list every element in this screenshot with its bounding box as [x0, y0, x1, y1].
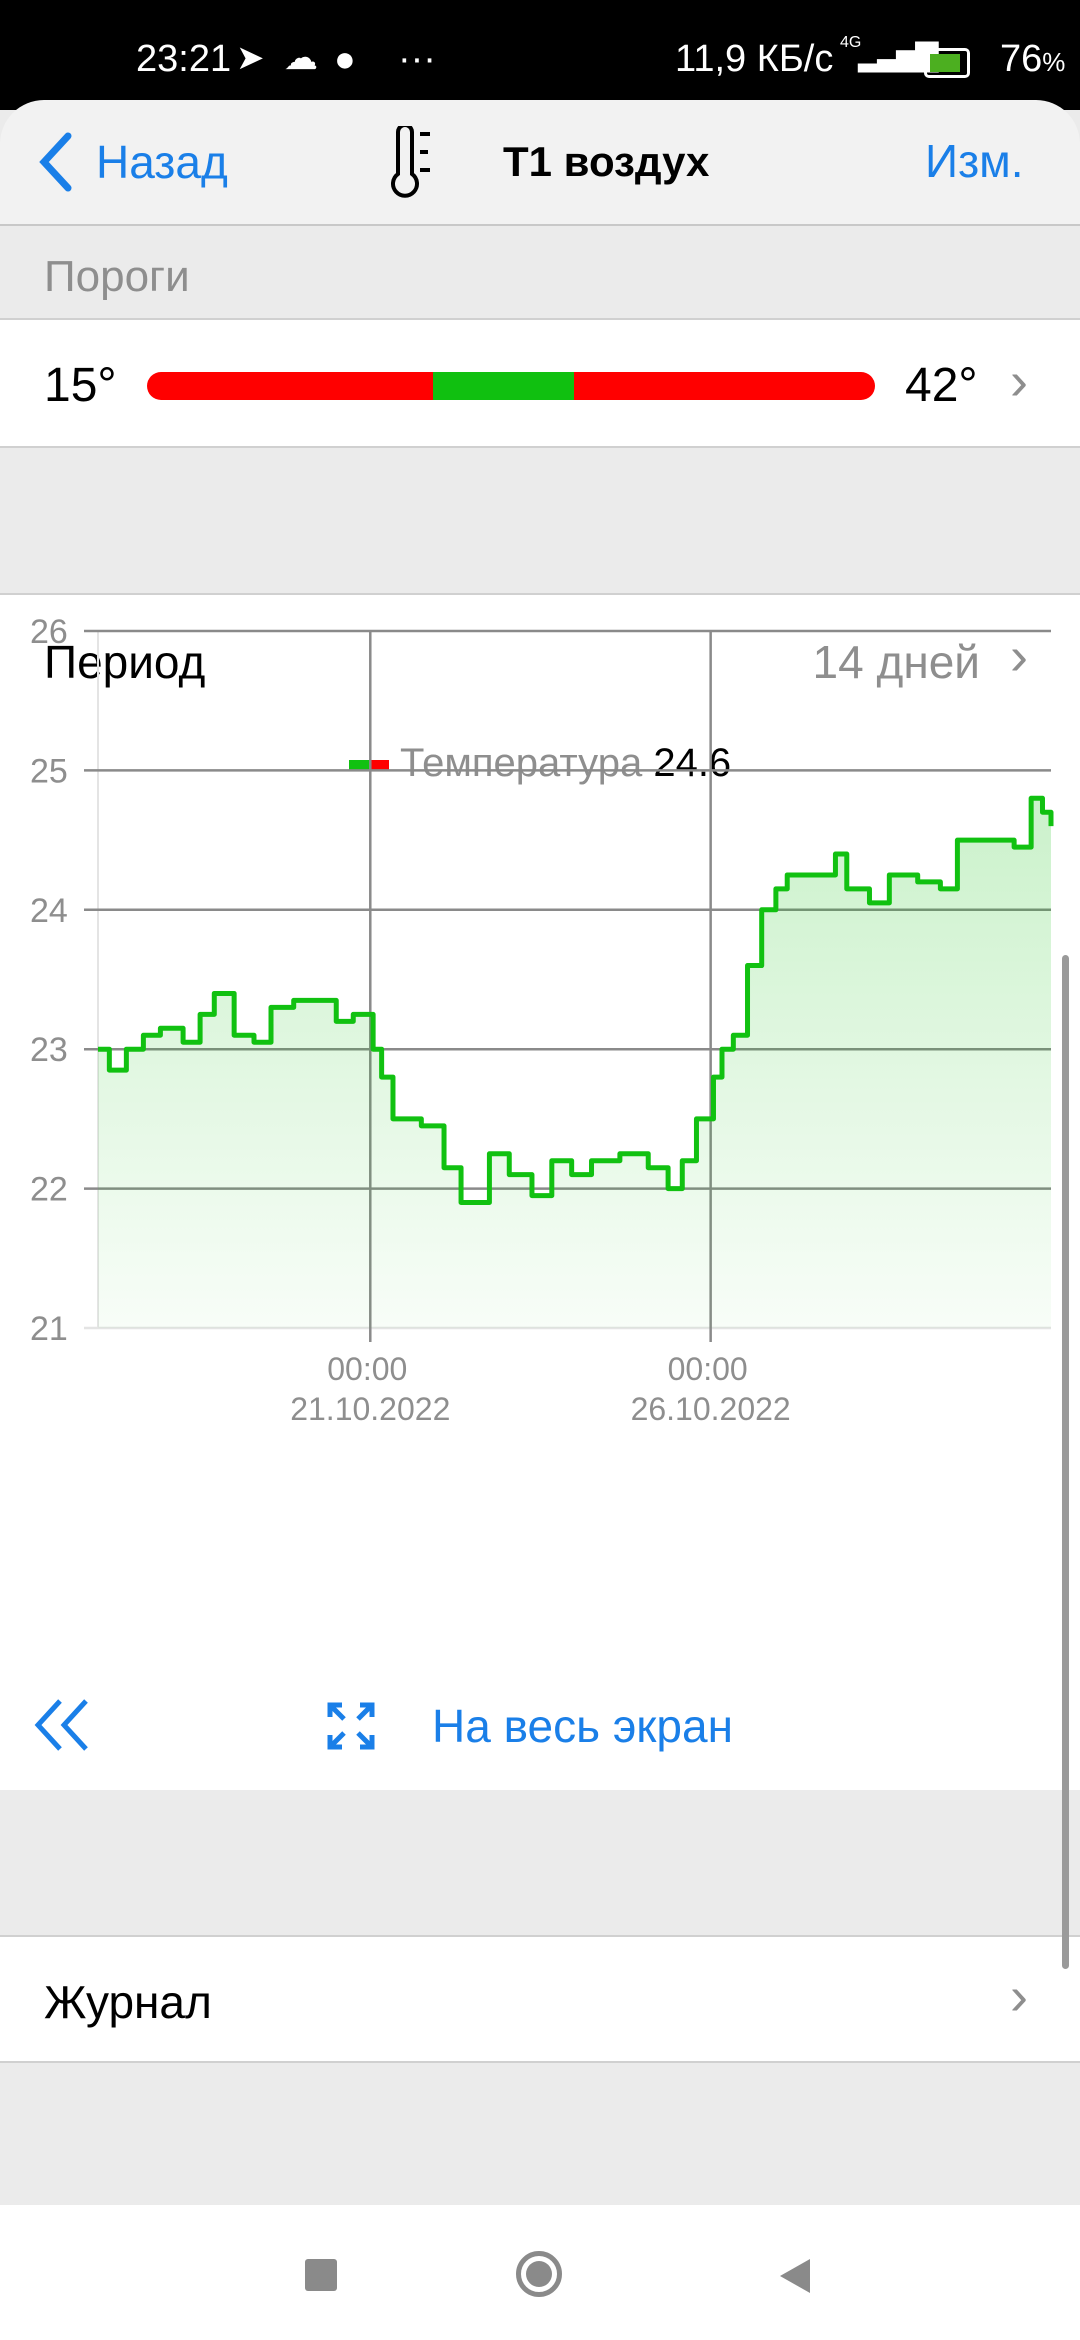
status-time: 23:21: [136, 38, 232, 80]
system-nav-bar: [0, 2205, 1080, 2340]
status-bar: 23:21 ➤ ☁ ● ··· 11,9 КБ/с 4G ▂▃▅▇ 76%: [0, 0, 1080, 110]
x-tick-date: 26.10.2022: [631, 1391, 791, 1427]
chevron-right-icon: ›: [1010, 1966, 1028, 2026]
temperature-chart[interactable]: 21 22 23 24 25 26 00:00 21.10.2022 00:00 26.10.20…: [0, 595, 1080, 1595]
period-label: Период: [44, 636, 206, 688]
recents-button[interactable]: [305, 2259, 337, 2291]
battery-level: 76%: [1000, 38, 1066, 80]
network-speed: 11,9 КБ/с: [675, 38, 834, 80]
back-nav-button[interactable]: [778, 2257, 812, 2295]
x-tick-time: 00:00: [327, 1351, 407, 1387]
series-line: [98, 795, 1054, 1206]
chevron-right-icon: ›: [1010, 351, 1028, 411]
telegram-icon: ➤: [236, 39, 265, 77]
battery-icon: [924, 48, 970, 78]
cloud-icon: ☁: [284, 39, 318, 77]
y-tick-label: 24: [30, 892, 68, 930]
scroll-back-button[interactable]: [30, 1695, 96, 1760]
fullscreen-label: На весь экран: [432, 1700, 733, 1752]
planet-icon: ●: [334, 38, 356, 79]
chart-card: Период 14 дней › Температура 24.6 21 22 23…: [0, 593, 1080, 1790]
thresholds-row[interactable]: 15° 42° ›: [0, 318, 1080, 448]
journal-row[interactable]: Журнал ›: [0, 1935, 1080, 2063]
section-header-thresholds: Пороги: [44, 252, 190, 301]
back-label: Назад: [96, 136, 228, 188]
nav-header: Назад T1 воздух Изм.: [0, 100, 1080, 226]
chart-legend: Температура 24.6: [0, 741, 1080, 786]
scrollbar[interactable]: [1062, 955, 1069, 1969]
y-tick-label: 21: [30, 1310, 68, 1348]
y-tick-label: 26: [30, 613, 68, 651]
period-value: 14 дней: [812, 636, 980, 688]
period-row[interactable]: Период 14 дней ›: [0, 595, 1080, 725]
legend-value: 24.6: [653, 741, 732, 785]
legend-name: Температура: [399, 741, 643, 785]
back-button[interactable]: Назад: [36, 122, 228, 202]
threshold-max: 42°: [905, 359, 978, 412]
page-title: T1 воздух: [503, 138, 710, 185]
legend-swatch: [348, 760, 389, 771]
fullscreen-button[interactable]: На весь экран: [326, 1695, 733, 1757]
signal-icon: ▂▃▅▇: [858, 39, 938, 72]
y-tick-label: 25: [30, 752, 68, 790]
journal-label: Журнал: [44, 1976, 212, 2028]
y-tick-label: 22: [30, 1171, 68, 1209]
thermometer-icon: [391, 126, 430, 198]
chevron-right-icon: ›: [1010, 626, 1028, 686]
series-area-fill: [98, 798, 1051, 1328]
chevron-left-icon: [39, 132, 72, 192]
home-button[interactable]: [516, 2251, 562, 2297]
edit-button[interactable]: Изм.: [925, 135, 1024, 187]
network-type: 4G: [840, 34, 862, 51]
more-notifications-icon: ···: [398, 38, 436, 80]
threshold-bar: [147, 372, 875, 400]
y-tick-label: 23: [30, 1031, 68, 1069]
threshold-min: 15°: [44, 359, 117, 412]
expand-icon: [327, 1702, 375, 1750]
double-chevron-left-icon: [34, 1699, 88, 1751]
threshold-bar-ok-range: [433, 372, 575, 400]
x-tick-date: 21.10.2022: [290, 1391, 450, 1427]
x-tick-time: 00:00: [668, 1351, 748, 1387]
